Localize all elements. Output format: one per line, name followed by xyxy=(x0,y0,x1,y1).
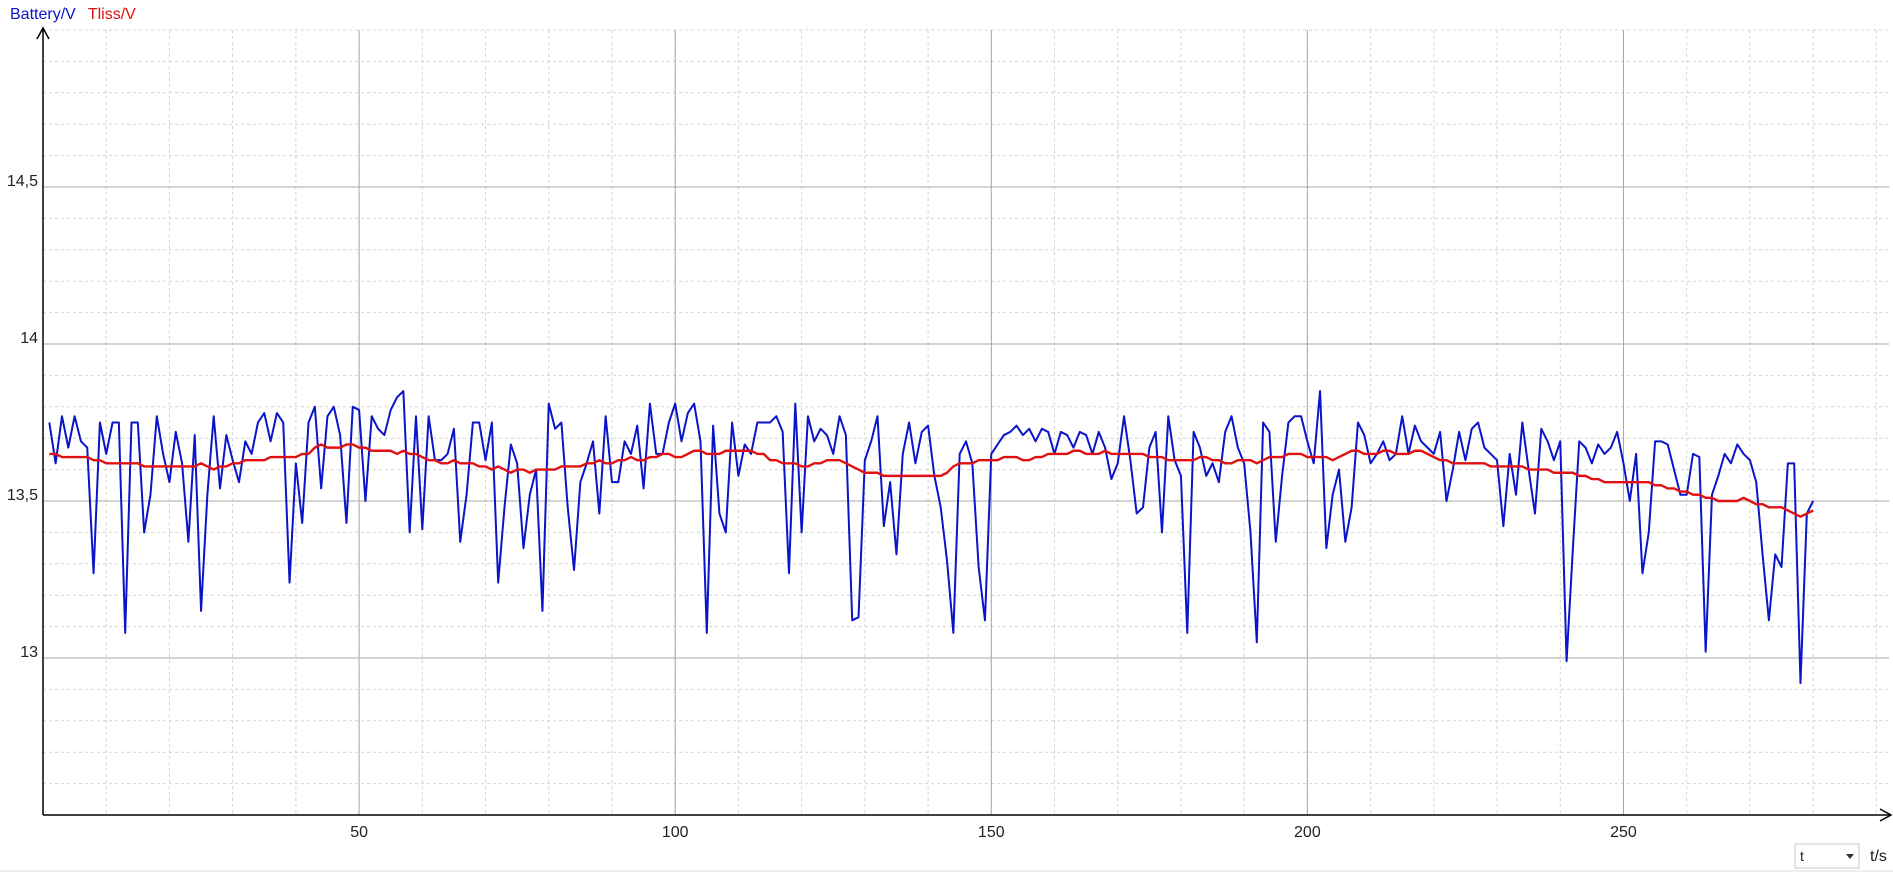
x-tick-label: 250 xyxy=(1610,824,1637,841)
x-tick-label: 100 xyxy=(662,824,689,841)
x-tick-label: 150 xyxy=(978,824,1005,841)
legend-entry: Battery/V xyxy=(10,6,76,23)
y-tick-label: 14,5 xyxy=(7,173,38,190)
x-tick-label: 50 xyxy=(350,824,368,841)
series-line xyxy=(48,390,1815,685)
y-tick-label: 13,5 xyxy=(7,487,38,504)
x-axis-arrow xyxy=(1879,808,1893,822)
x-selector-value[interactable]: t xyxy=(1800,848,1804,864)
series-line xyxy=(49,443,1814,518)
x-axis-label: t/s xyxy=(1870,848,1887,865)
y-tick-label: 14 xyxy=(20,330,38,347)
y-axis-arrow xyxy=(36,26,50,40)
y-tick-label: 13 xyxy=(20,644,38,661)
x-tick-label: 200 xyxy=(1294,824,1321,841)
dropdown-arrow[interactable] xyxy=(1846,854,1854,859)
grid xyxy=(42,29,1889,816)
legend-entry: Tliss/V xyxy=(88,6,136,23)
